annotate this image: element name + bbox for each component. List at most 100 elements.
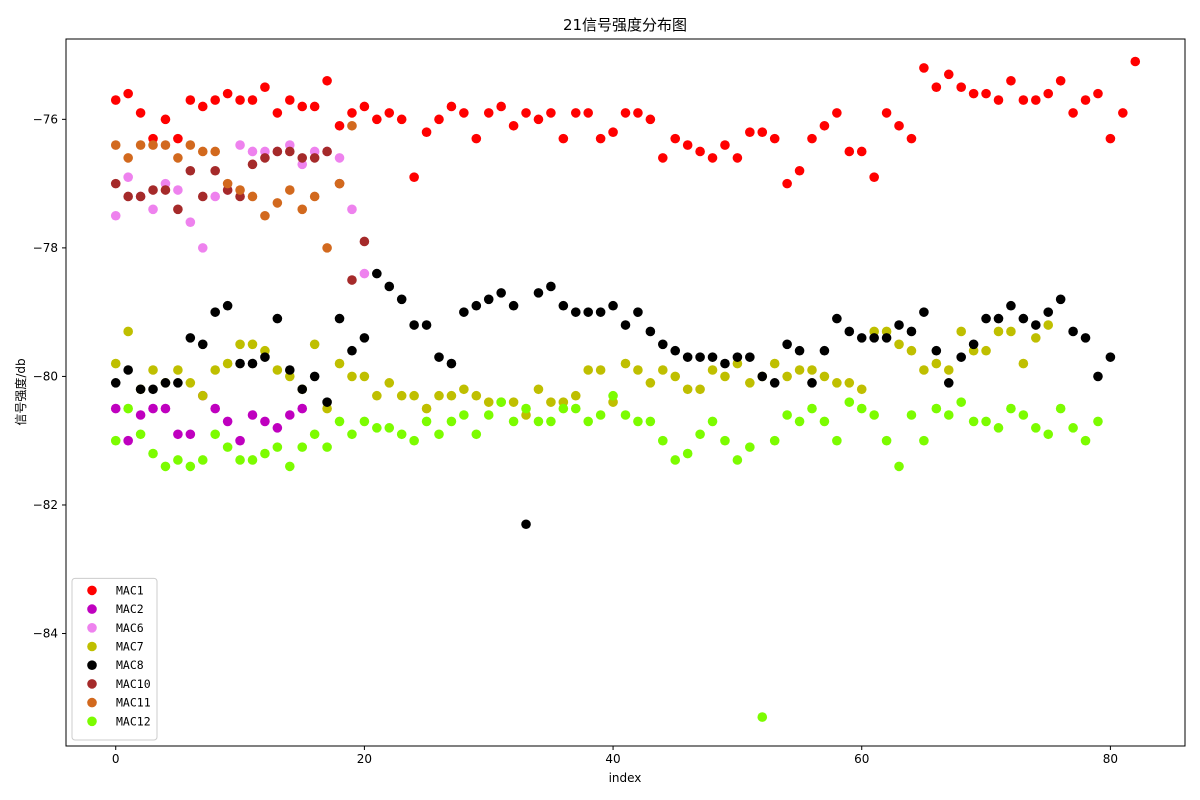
data-point: [434, 429, 444, 440]
legend-label: MAC7: [116, 640, 144, 654]
data-point: [247, 191, 258, 202]
data-point: [210, 429, 220, 440]
data-point: [819, 120, 830, 131]
data-point: [247, 95, 258, 105]
data-point: [483, 397, 494, 407]
data-point: [272, 365, 283, 375]
data-point: [794, 416, 805, 427]
data-point: [856, 146, 867, 157]
data-point: [322, 146, 332, 157]
data-point: [173, 185, 183, 195]
data-point: [135, 410, 146, 420]
data-point: [807, 378, 817, 388]
data-point: [110, 358, 121, 369]
data-point: [1093, 416, 1103, 427]
data-point: [384, 281, 395, 292]
legend-label: MAC6: [116, 621, 144, 635]
data-point: [409, 172, 419, 182]
y-tick-label: −76: [33, 112, 58, 126]
data-point: [110, 210, 121, 221]
data-point: [595, 365, 606, 375]
data-point: [1055, 294, 1066, 305]
data-point: [1031, 423, 1041, 433]
data-point: [832, 435, 842, 446]
data-point: [173, 455, 183, 465]
data-point: [720, 371, 730, 382]
data-point: [583, 365, 593, 375]
data-point: [1068, 423, 1078, 433]
data-point: [869, 172, 879, 182]
data-point: [782, 410, 792, 420]
data-point: [185, 378, 196, 388]
data-point: [919, 435, 929, 446]
data-point: [546, 416, 556, 427]
data-point: [123, 191, 133, 202]
data-point: [745, 352, 755, 362]
data-point: [272, 198, 283, 208]
data-point: [222, 178, 233, 189]
data-point: [173, 204, 183, 215]
data-point: [695, 384, 705, 395]
data-point: [322, 243, 332, 253]
data-point: [881, 108, 892, 118]
data-point: [384, 378, 395, 388]
data-point: [421, 416, 432, 427]
data-point: [1080, 333, 1091, 343]
data-point: [769, 358, 780, 369]
data-point: [459, 410, 469, 420]
data-point: [135, 429, 146, 440]
x-tick-label: 20: [357, 752, 372, 766]
data-point: [620, 108, 631, 118]
data-point: [732, 455, 743, 465]
data-point: [148, 403, 158, 414]
chart-title: 21信号强度分布图: [563, 16, 687, 34]
data-point: [372, 268, 382, 279]
data-point: [197, 339, 208, 350]
data-point: [334, 358, 345, 369]
data-point: [222, 442, 233, 452]
data-point: [807, 403, 817, 414]
data-point: [1043, 307, 1054, 317]
data-point: [645, 326, 656, 337]
data-point: [260, 153, 270, 163]
data-point: [981, 313, 991, 324]
data-point: [272, 146, 283, 157]
data-point: [1018, 358, 1029, 369]
data-point: [235, 455, 245, 465]
data-point: [210, 191, 220, 202]
data-point: [1068, 108, 1078, 118]
data-points: [110, 56, 1141, 722]
data-point: [819, 371, 830, 382]
data-point: [558, 300, 569, 311]
data-point: [409, 320, 419, 330]
data-point: [546, 397, 556, 407]
data-point: [832, 313, 842, 324]
data-point: [334, 416, 345, 427]
data-point: [197, 243, 208, 253]
data-point: [931, 358, 942, 369]
data-point: [1043, 88, 1054, 99]
data-point: [931, 82, 942, 93]
data-point: [745, 127, 755, 137]
data-point: [633, 108, 643, 118]
data-point: [508, 397, 519, 407]
data-point: [956, 397, 966, 407]
data-point: [322, 75, 332, 86]
data-point: [595, 307, 606, 317]
data-point: [135, 191, 146, 202]
x-tick-label: 0: [112, 752, 120, 766]
data-point: [434, 352, 444, 362]
data-point: [558, 403, 569, 414]
data-point: [794, 345, 805, 356]
data-point: [197, 455, 208, 465]
data-point: [173, 153, 183, 163]
data-point: [210, 403, 220, 414]
data-point: [608, 390, 618, 401]
data-point: [123, 153, 133, 163]
data-point: [285, 365, 295, 375]
data-point: [483, 108, 494, 118]
data-point: [110, 435, 121, 446]
data-point: [110, 178, 121, 189]
data-point: [707, 365, 718, 375]
data-point: [608, 127, 618, 137]
